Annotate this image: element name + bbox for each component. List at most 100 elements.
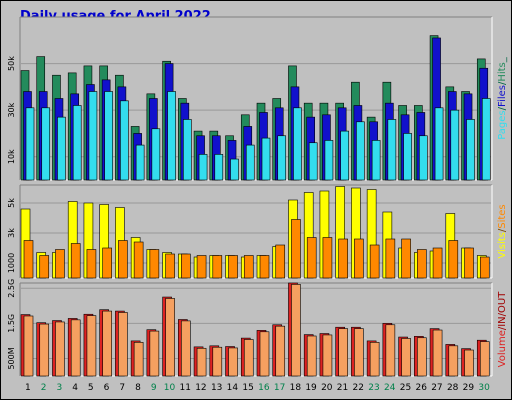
x-tick-label-day-3: 3 (56, 383, 62, 393)
x-tick-label-day-27: 27 (431, 383, 442, 393)
bar-sites-day-28 (448, 240, 459, 279)
bar-volume-light--day-29 (464, 349, 474, 377)
x-tick-label-day-8: 8 (135, 383, 141, 393)
y-tick-label: 5k (7, 198, 16, 208)
bar-pages-day-10 (167, 91, 176, 181)
x-tick-label-day-1: 1 (25, 383, 31, 393)
bar-sites-day-18 (291, 219, 301, 279)
bar-pages-day-22 (356, 121, 365, 181)
bar-volume-light--day-26 (417, 337, 427, 377)
bar-volume-light--day-28 (448, 345, 459, 377)
bar-volume-light--day-24 (385, 324, 396, 377)
bar-sites-day-15 (243, 255, 254, 279)
bar-volume-light--day-27 (432, 329, 443, 377)
x-tick-label-day-18: 18 (290, 383, 302, 393)
bar-sites-day-4 (70, 243, 81, 279)
x-tick-label-day-24: 24 (384, 383, 396, 393)
x-tick-label-day-11: 11 (179, 383, 190, 393)
bar-sites-day-22 (354, 238, 364, 279)
panel-middle-axis-label: Visits/Sites (497, 204, 508, 258)
bar-pages-day-7 (120, 100, 129, 181)
bar-sites-day-24 (385, 238, 396, 279)
axis-label-part: Hits (497, 62, 508, 81)
bar-volume-light--day-18 (291, 284, 301, 377)
x-tick-label-day-12: 12 (195, 383, 206, 393)
bar-sites-day-3 (55, 249, 65, 279)
x-tick-label-day-30: 30 (478, 383, 490, 393)
bar-sites-day-7 (118, 240, 128, 279)
bar-pages-day-2 (41, 107, 51, 181)
chart-panels: 10k30k50kPages/Files/Hits_10003k5kVisits… (7, 16, 508, 377)
bar-pages-day-12 (198, 154, 208, 181)
bar-sites-day-25 (401, 238, 411, 279)
axis-label-part: Volume (497, 330, 508, 367)
bar-pages-day-26 (419, 135, 428, 181)
axis-label-part: _ (497, 56, 508, 63)
x-tick-label-day-13: 13 (211, 383, 222, 393)
x-tick-label-day-17: 17 (274, 383, 285, 393)
bar-pages-day-19 (308, 142, 318, 181)
bar-pages-day-15 (245, 144, 255, 181)
x-axis-labels: 1 2 3 4 5 6 7 8 9 10 11 12 13 14 15 16 17 18 19 20 21 22 23 24 2… (25, 383, 490, 393)
axis-label-part: Pages (497, 110, 508, 139)
axis-label-part: / (497, 312, 508, 316)
bar-sites-day-13 (212, 255, 223, 279)
bar-sites-day-30 (479, 256, 490, 279)
bar-pages-day-11 (183, 119, 192, 181)
y-tick-label: 3k (7, 228, 16, 238)
x-tick-label-day-21: 21 (337, 383, 348, 393)
bar-pages-day-8 (135, 144, 145, 181)
bar-sites-day-17 (275, 244, 286, 279)
bar-pages-day-5 (88, 91, 98, 181)
bar-volume-light--day-11 (181, 320, 191, 377)
x-tick-label-day-5: 5 (88, 383, 94, 393)
bar-pages-day-9 (151, 128, 161, 181)
bar-volume-light--day-3 (55, 321, 65, 377)
x-tick-label-day-4: 4 (72, 383, 78, 393)
bar-sites-day-6 (102, 247, 112, 279)
bar-pages-day-21 (340, 130, 349, 181)
x-tick-label-day-14: 14 (227, 383, 239, 393)
bar-volume-light--day-22 (354, 328, 364, 377)
x-tick-label-day-10: 10 (164, 383, 176, 393)
bar-sites-day-29 (464, 247, 474, 279)
panel-middle: 1000 3k 5k Visits/Sites (7, 184, 508, 279)
axis-label-part: Visits (497, 232, 508, 259)
bar-sites-day-8 (133, 241, 144, 279)
bar-sites-day-14 (228, 255, 238, 279)
bar-sites-day-27 (432, 247, 443, 279)
bar-sites-day-23 (369, 244, 380, 279)
axis-label-part: / (497, 106, 508, 110)
bar-volume-light--day-25 (401, 338, 411, 377)
bar-volume-light--day-19 (306, 335, 317, 377)
axis-label-part: / (497, 326, 508, 330)
panel-background (20, 17, 492, 180)
panel-background (20, 283, 492, 376)
axis-label-part: / (497, 81, 508, 85)
bar-volume-light--day-2 (39, 323, 50, 377)
bar-sites-day-26 (417, 249, 427, 279)
bar-sites-day-16 (259, 255, 270, 279)
y-tick-label: 10k (7, 149, 16, 164)
y-tick-label: 2.5G (7, 279, 16, 298)
bar-volume-light--day-7 (118, 312, 128, 377)
x-tick-label-day-20: 20 (321, 383, 333, 393)
bar-volume-light--day-21 (338, 328, 348, 377)
bar-volume-light--day-1 (23, 315, 34, 377)
bar-sites-day-21 (338, 238, 348, 279)
bar-pages-day-13 (214, 154, 224, 181)
bar-volume-light--day-12 (196, 347, 207, 377)
bar-sites-day-9 (149, 249, 160, 279)
y-tick-label: 50k (7, 56, 16, 71)
x-tick-label-day-29: 29 (463, 383, 475, 393)
bar-pages-day-28 (450, 109, 460, 181)
bar-volume-light--day-17 (275, 325, 286, 377)
bar-volume-light--day-23 (369, 342, 380, 377)
bar-volume-light--day-13 (212, 346, 223, 377)
bar-volume-light--day-30 (479, 341, 490, 377)
bar-pages-day-4 (72, 105, 82, 181)
bar-volume-light--day-9 (149, 330, 160, 377)
bar-sites-day-20 (322, 237, 333, 279)
